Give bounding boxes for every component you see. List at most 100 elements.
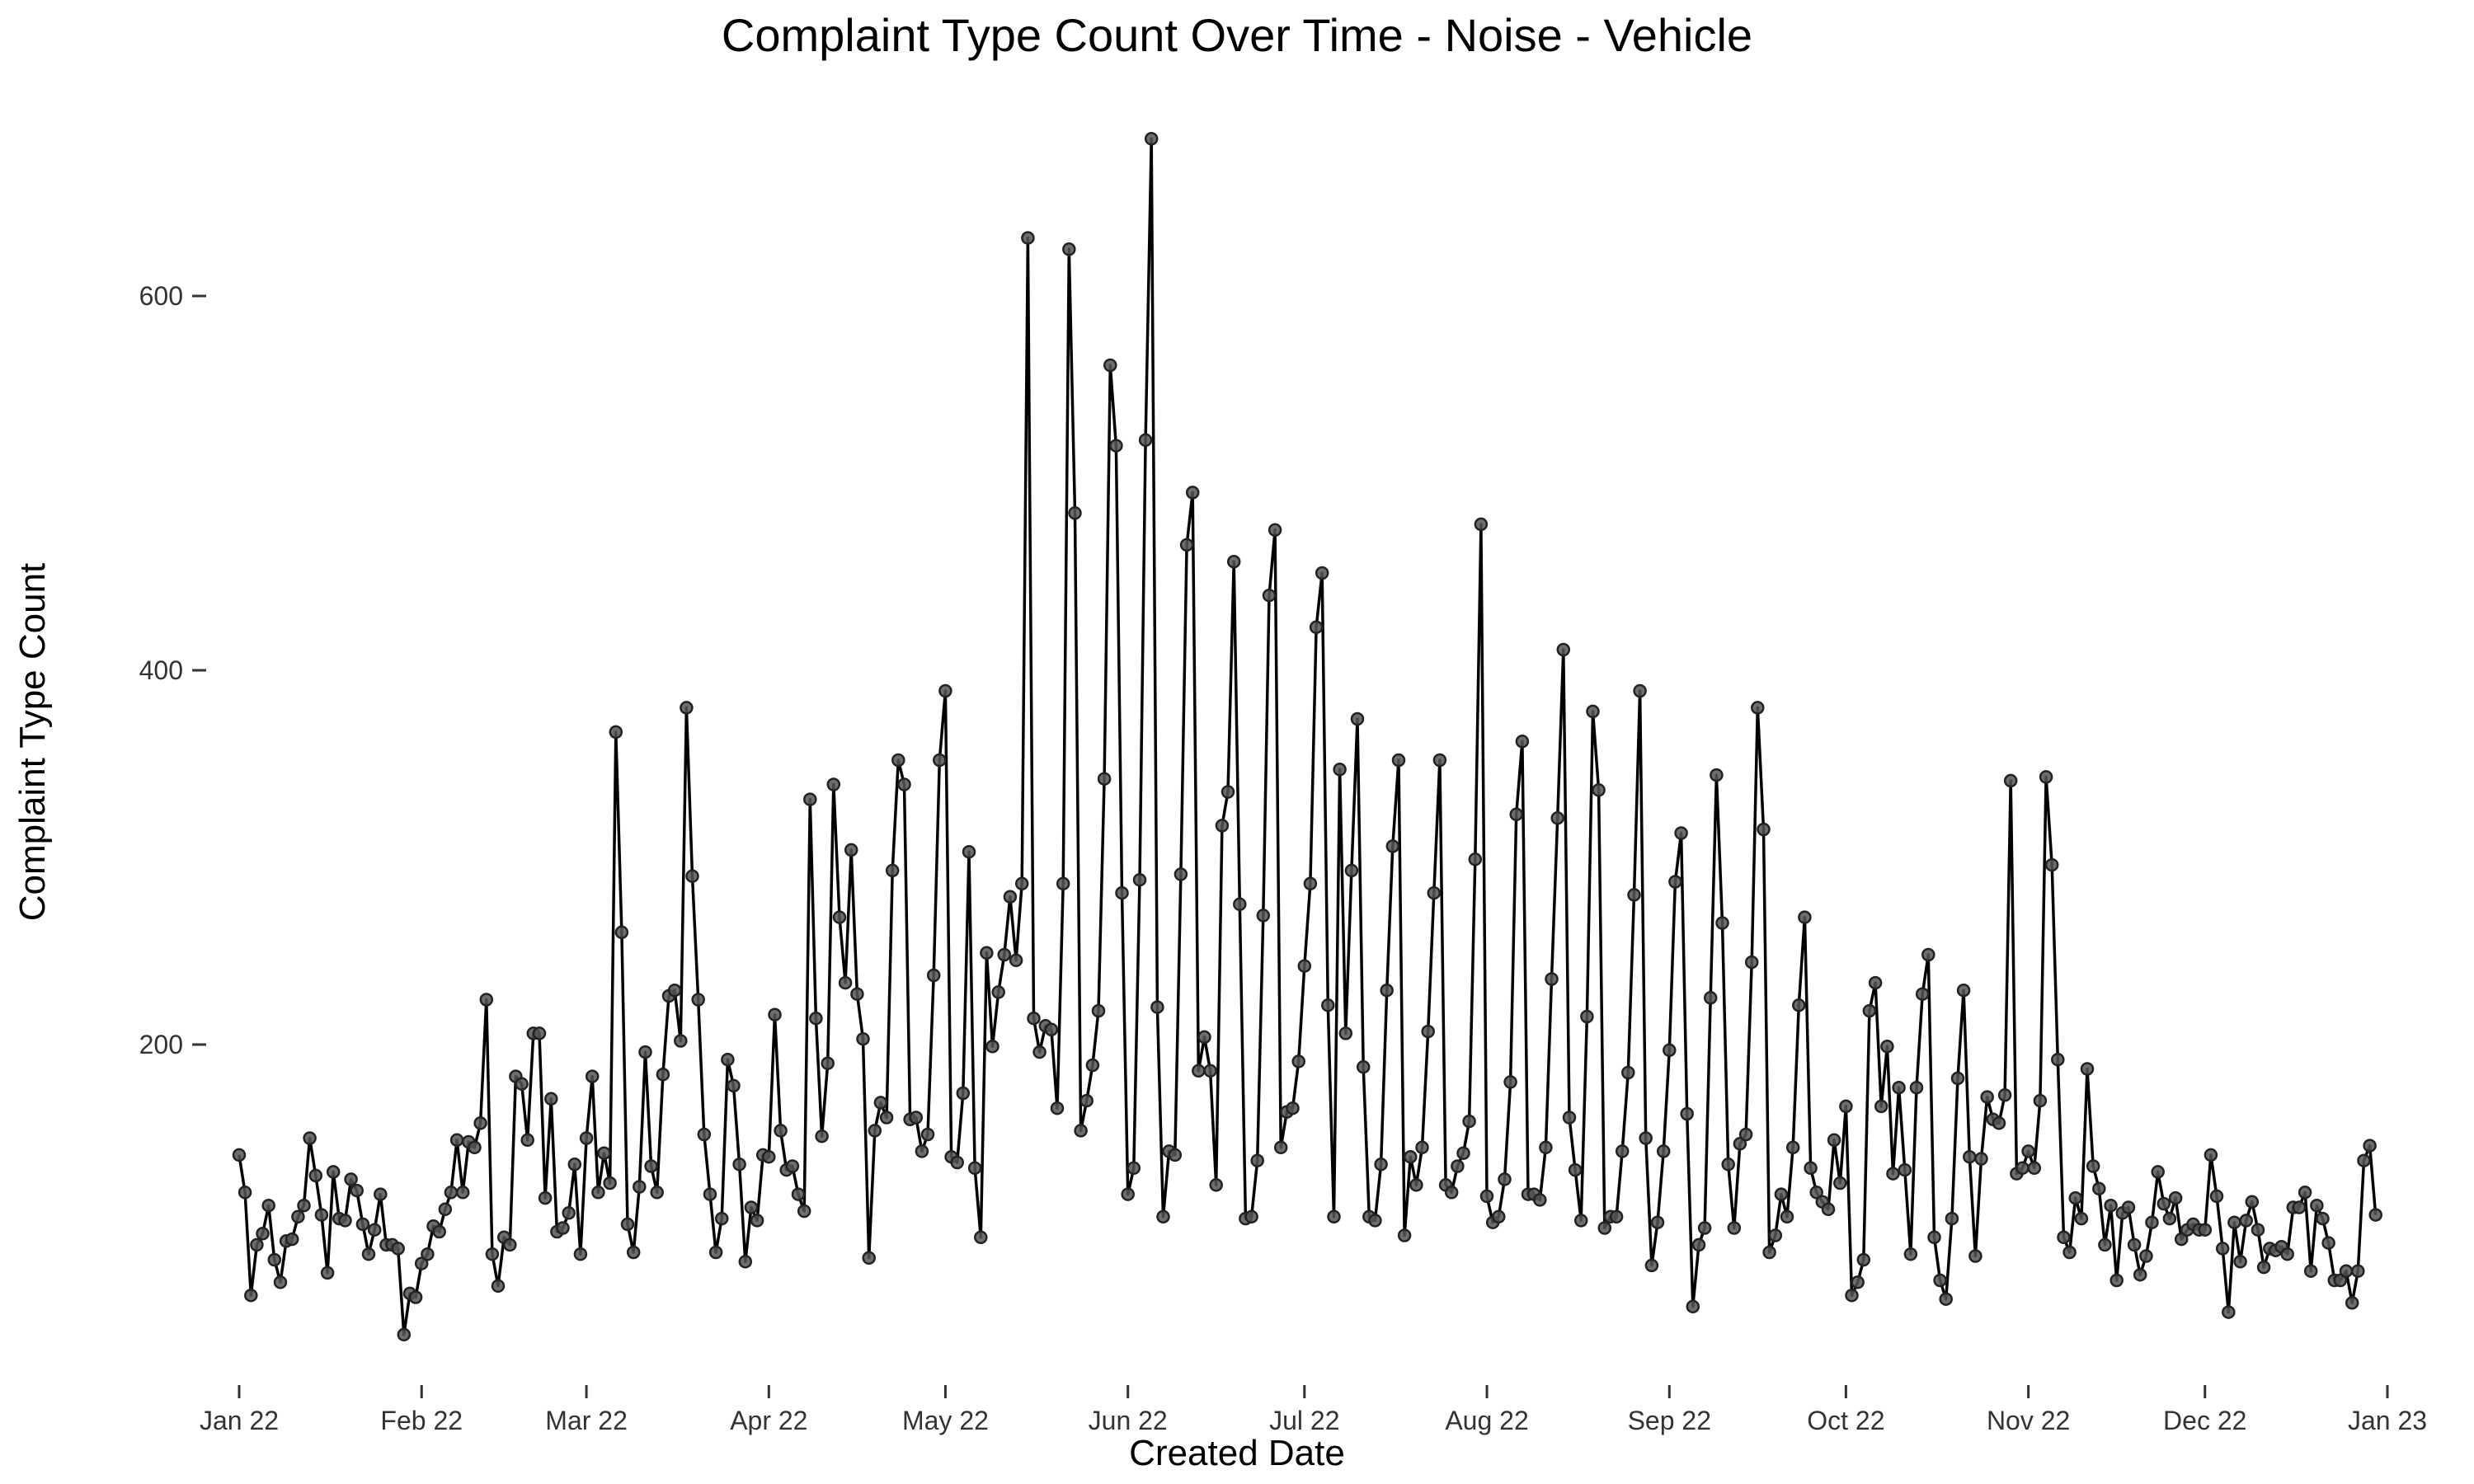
- data-point: [2339, 1264, 2354, 1278]
- data-point: [421, 1247, 435, 1261]
- data-point: [1780, 1209, 1794, 1224]
- data-point: [1715, 916, 1729, 930]
- data-point: [708, 1245, 723, 1260]
- data-point: [1097, 772, 1112, 786]
- data-point: [2345, 1296, 2359, 1310]
- data-point: [320, 1266, 335, 1280]
- data-point: [1056, 876, 1070, 891]
- data-point: [1179, 538, 1194, 552]
- data-point: [468, 1140, 482, 1155]
- data-point: [2062, 1245, 2077, 1260]
- data-point: [1333, 763, 1347, 777]
- data-point: [532, 1026, 547, 1040]
- data-point: [2357, 1153, 2371, 1167]
- data-point: [367, 1223, 382, 1237]
- data-point: [2298, 1186, 2312, 1200]
- data-point: [1556, 642, 1571, 657]
- data-point: [2245, 1195, 2260, 1209]
- data-point: [2080, 1062, 2095, 1076]
- data-point: [1303, 876, 1318, 891]
- data-point: [1927, 1230, 1941, 1245]
- data-point: [432, 1224, 446, 1239]
- data-point: [1744, 955, 1759, 970]
- data-point: [2068, 1190, 2082, 1205]
- data-point: [2157, 1196, 2171, 1211]
- data-point: [1545, 972, 1559, 986]
- data-point: [2027, 1161, 2042, 1176]
- data-point: [1168, 1148, 1183, 1162]
- data-point: [1451, 1159, 1465, 1173]
- data-point: [479, 993, 494, 1007]
- data-point: [626, 1245, 641, 1260]
- data-point: [1727, 1221, 1742, 1235]
- x-tick-label: Sep 22: [1628, 1406, 1711, 1435]
- data-point: [1091, 1003, 1106, 1018]
- data-point: [1427, 885, 1442, 900]
- data-point: [644, 1159, 658, 1173]
- data-point: [1586, 704, 1600, 719]
- data-point: [1674, 826, 1688, 840]
- y-axis: 200 400 600: [139, 281, 206, 1059]
- data-point: [1768, 1228, 1783, 1242]
- data-point: [1021, 231, 1035, 245]
- data-point: [344, 1172, 358, 1186]
- data-point: [1903, 1247, 1918, 1261]
- data-point: [485, 1247, 500, 1261]
- y-tick-label: 600: [139, 281, 183, 311]
- data-point: [2003, 773, 2018, 788]
- data-point: [1874, 1099, 1888, 1114]
- data-point: [2233, 1255, 2247, 1269]
- data-point: [2044, 857, 2059, 872]
- data-point: [1050, 1101, 1065, 1115]
- data-point: [2222, 1305, 2236, 1319]
- x-tick-label: Jun 22: [1089, 1406, 1168, 1435]
- data-point: [2215, 1242, 2230, 1256]
- data-point: [1639, 1131, 1653, 1145]
- data-point: [1474, 517, 1489, 532]
- data-point: [597, 1146, 611, 1160]
- data-point: [444, 1186, 459, 1200]
- data-point: [2198, 1223, 2213, 1237]
- data-point: [1792, 998, 1806, 1012]
- data-point: [1338, 1026, 1353, 1040]
- data-point: [556, 1221, 570, 1235]
- x-tick-label: Mar 22: [545, 1406, 628, 1435]
- y-axis-label: Complaint Type Count: [12, 562, 53, 922]
- data-point: [1663, 1043, 1677, 1058]
- data-point: [2051, 1052, 2065, 1067]
- data-point: [355, 1217, 370, 1232]
- x-tick-label: Feb 22: [380, 1406, 463, 1435]
- data-point: [1226, 555, 1241, 569]
- data-point: [520, 1133, 534, 1148]
- data-point: [1380, 983, 1394, 998]
- data-point: [1668, 875, 1682, 889]
- data-point: [1479, 1189, 1494, 1204]
- data-point: [1203, 1064, 1217, 1078]
- data-point: [856, 1031, 870, 1046]
- data-point: [303, 1131, 317, 1145]
- data-point: [1856, 1252, 1871, 1267]
- data-point: [1921, 947, 1935, 962]
- data-point: [2351, 1264, 2365, 1278]
- series-line: [238, 137, 2378, 1336]
- data-point: [1821, 1202, 1836, 1217]
- data-point: [1892, 1080, 1906, 1095]
- data-point: [768, 1007, 782, 1021]
- data-point: [1827, 1133, 1841, 1148]
- data-point: [244, 1288, 258, 1303]
- data-point: [785, 1159, 800, 1173]
- data-point: [308, 1168, 323, 1183]
- data-point: [1404, 1149, 1418, 1164]
- data-point: [1933, 1273, 1947, 1288]
- x-tick-label: Aug 22: [1445, 1406, 1528, 1435]
- data-point: [1079, 1093, 1094, 1108]
- data-point: [326, 1165, 341, 1179]
- data-point: [1468, 852, 1483, 866]
- data-point: [1644, 1258, 1659, 1273]
- data-point: [438, 1202, 453, 1217]
- data-point: [2280, 1247, 2294, 1261]
- data-point: [267, 1252, 282, 1267]
- x-tick-label: Jul 22: [1269, 1406, 1339, 1435]
- data-point: [2092, 1181, 2106, 1196]
